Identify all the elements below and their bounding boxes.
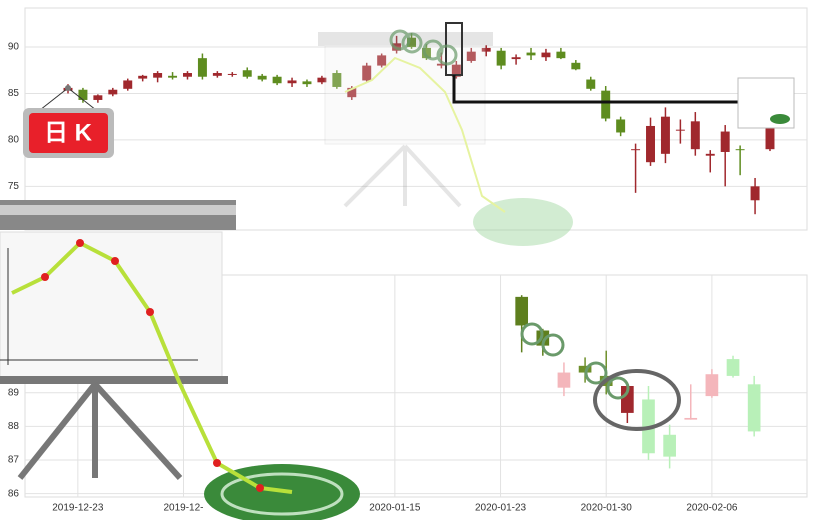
deco-line-faded bbox=[344, 56, 506, 213]
candle-body bbox=[153, 73, 163, 78]
x-tick-label: 2020-02-06 bbox=[686, 503, 738, 514]
candle-body bbox=[481, 47, 491, 52]
candle-body bbox=[347, 87, 357, 98]
coin-ring bbox=[220, 472, 344, 516]
y-tick-label: 86 bbox=[8, 488, 20, 499]
candle-body bbox=[601, 90, 611, 119]
candle-body bbox=[496, 50, 506, 66]
candle-body bbox=[362, 65, 372, 81]
candle-body bbox=[515, 296, 529, 326]
x-tick-label: 2020-01-23 bbox=[475, 503, 527, 514]
y-tick-label: 87 bbox=[8, 455, 20, 466]
candle-body bbox=[684, 417, 698, 420]
candle-body bbox=[675, 129, 685, 131]
candle-body bbox=[377, 55, 387, 66]
candle-body bbox=[302, 81, 312, 85]
candle-body bbox=[556, 51, 566, 59]
bottom-frame bbox=[24, 274, 808, 498]
candle-body bbox=[272, 76, 282, 84]
candle-body bbox=[451, 64, 461, 77]
circles-bottom bbox=[520, 322, 630, 400]
deco-dots bbox=[41, 239, 264, 492]
candle-body bbox=[660, 116, 670, 154]
badge-label: 日 K bbox=[44, 119, 93, 146]
candle-body bbox=[571, 62, 581, 70]
x-tick-label: 2019-12- bbox=[163, 503, 203, 514]
candle-body bbox=[747, 384, 761, 432]
y-tick-label: 85 bbox=[8, 88, 20, 99]
candle-body bbox=[138, 75, 148, 79]
candle-body bbox=[332, 73, 342, 87]
candle-body bbox=[257, 75, 267, 80]
mini-coin bbox=[770, 114, 790, 124]
candle-body bbox=[646, 125, 655, 163]
candle-body bbox=[663, 434, 676, 457]
candle-body bbox=[720, 131, 730, 152]
candle-body bbox=[765, 119, 775, 150]
pointer-line bbox=[452, 75, 738, 104]
candle-body bbox=[78, 89, 88, 100]
candle-body bbox=[212, 73, 222, 76]
x-tick-label: 2019-12-23 bbox=[52, 503, 104, 514]
candle-body bbox=[407, 37, 417, 48]
easel bbox=[0, 200, 236, 481]
candle-body bbox=[421, 47, 431, 59]
candle-body bbox=[621, 386, 634, 413]
y-tick-label: 80 bbox=[8, 135, 20, 146]
candle-body bbox=[197, 58, 207, 77]
candle-body bbox=[541, 52, 551, 58]
candle-body bbox=[466, 51, 476, 61]
badge: 日 K bbox=[23, 85, 114, 158]
candle-body bbox=[690, 121, 700, 150]
candle-body bbox=[93, 95, 103, 100]
y-tick-label: 88 bbox=[8, 421, 20, 432]
highlight-ring bbox=[593, 369, 681, 431]
candle-body bbox=[227, 73, 237, 75]
candle-body bbox=[123, 80, 133, 89]
circles-top bbox=[389, 29, 458, 66]
candle-body bbox=[287, 80, 297, 84]
x-tick-label: 2020-01-30 bbox=[581, 503, 633, 514]
candle-body bbox=[557, 372, 571, 388]
easel-faded bbox=[318, 32, 493, 208]
y-tick-label: 75 bbox=[8, 181, 20, 192]
candle-body bbox=[436, 63, 446, 66]
candle-body bbox=[586, 79, 596, 89]
candle-body bbox=[750, 186, 760, 201]
candle-body bbox=[511, 57, 521, 60]
candle-body bbox=[735, 149, 745, 151]
candle-body bbox=[108, 89, 118, 95]
y-tick-label: 89 bbox=[8, 387, 20, 398]
coin-faded bbox=[473, 198, 573, 246]
candle-body bbox=[616, 119, 626, 133]
candle-body bbox=[526, 52, 536, 56]
y-tick-label: 90 bbox=[8, 42, 20, 53]
candle-body bbox=[705, 374, 719, 397]
candle-body bbox=[726, 359, 740, 376]
candle-body bbox=[705, 153, 715, 156]
candle-body bbox=[317, 77, 327, 83]
x-tick-label: 2020-01-15 bbox=[369, 503, 421, 514]
candle-body bbox=[183, 73, 192, 77]
candle-body bbox=[168, 75, 178, 78]
candle-body bbox=[242, 70, 252, 77]
plots: 75 80 85 90 86 87 88 89 2019-12-23 2019-12- 2020-0… bbox=[8, 33, 807, 514]
candle-body bbox=[578, 365, 592, 373]
candle-body bbox=[631, 149, 641, 151]
